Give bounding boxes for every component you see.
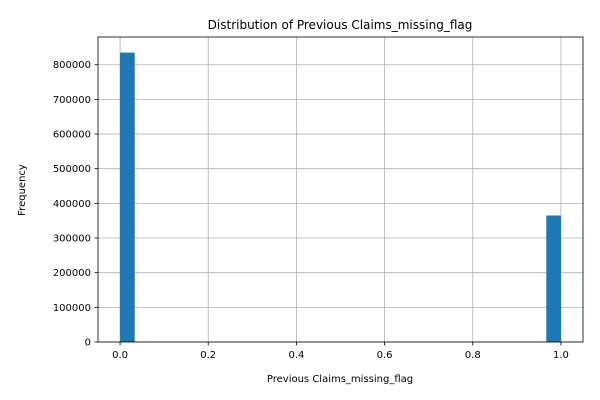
histogram-bar bbox=[120, 52, 135, 343]
x-axis-label: Previous Claims_missing_flag bbox=[267, 374, 413, 385]
grid-lines bbox=[98, 37, 583, 343]
y-tick-label: 700000 bbox=[53, 95, 91, 106]
y-tick-label: 400000 bbox=[53, 199, 91, 210]
y-tick-label: 200000 bbox=[53, 268, 91, 279]
chart-title: Distribution of Previous Claims_missing_… bbox=[208, 18, 473, 32]
y-tick-label: 100000 bbox=[53, 303, 91, 314]
x-tick-label: 0.2 bbox=[200, 350, 216, 361]
x-tick-label: 0.8 bbox=[465, 350, 481, 361]
x-tick-label: 0.6 bbox=[377, 350, 393, 361]
bars-group bbox=[120, 52, 561, 343]
x-tick-label: 0.4 bbox=[288, 350, 304, 361]
plot-frame bbox=[97, 36, 584, 343]
histogram-bar bbox=[546, 215, 561, 342]
x-tick-label: 1.0 bbox=[553, 350, 569, 361]
y-tick-label: 500000 bbox=[53, 164, 91, 175]
x-tick-label: 0.0 bbox=[112, 350, 128, 361]
y-axis-ticks: 0 100000 200000 300000 400000 500000 600000 700… bbox=[53, 60, 98, 349]
y-tick-label: 800000 bbox=[53, 60, 91, 71]
y-tick-label: 300000 bbox=[53, 234, 91, 245]
y-tick-label: 600000 bbox=[53, 130, 91, 141]
x-axis-ticks: 0.0 0.2 0.4 0.6 0.8 1.0 bbox=[112, 342, 569, 361]
y-axis-label: Frequency bbox=[17, 164, 28, 216]
y-tick-label: 0 bbox=[85, 338, 91, 349]
